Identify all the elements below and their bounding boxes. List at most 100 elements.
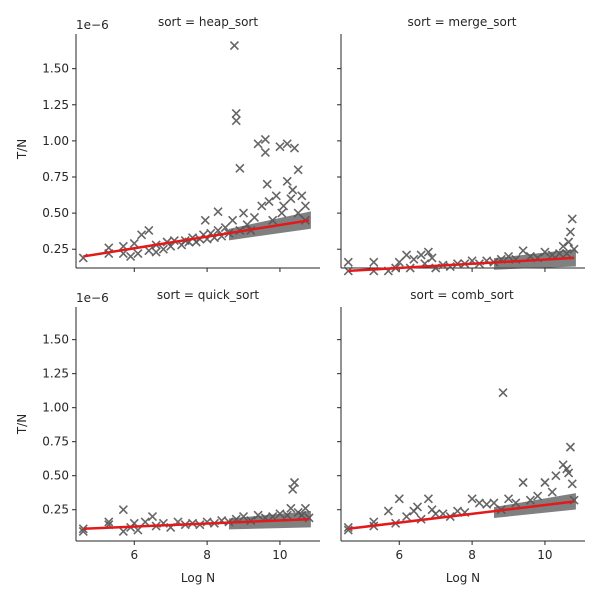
scatter-point [401,511,412,522]
scatter-point [262,179,272,189]
scatter-point [394,257,404,267]
regression-line [83,517,310,531]
scatter-point [300,201,310,211]
scatter-point [129,238,139,249]
scatter-point [104,517,114,527]
y-tick-label: 1.25 [42,367,69,381]
scatter-point [423,247,433,257]
scatter-point [151,247,161,257]
scatter-point [235,163,245,173]
scatter-point [282,176,292,186]
scatter-point [264,196,274,207]
scatter-point [482,499,492,509]
panel-comb-sort: sort = comb_sort Log N 6 8 10 [337,288,585,585]
scatter-point [343,522,353,532]
panel-title: sort = quick_sort [157,288,260,302]
y-axis-label: T/N [15,414,29,435]
scatter-point [275,142,285,152]
x-tick-label: 8 [468,548,476,562]
y-tick-label: 0.25 [42,242,69,256]
scatter-point [467,494,477,504]
y-tick-label: 1.50 [42,333,69,347]
panel-merge-sort: sort = merge_sort [337,15,585,276]
y-tick-label: 0.25 [42,503,69,517]
scatter-point [253,139,263,149]
scatter-point [213,207,223,217]
scatter-point [567,214,577,224]
scatter-point [231,108,241,119]
x-axis-label: Log N [446,571,480,585]
scatter-point [431,509,441,519]
scatter-point [551,471,561,481]
panel-title: sort = merge_sort [408,15,517,29]
y-offset-text: 1e−6 [76,18,109,32]
scatter-point [279,201,289,211]
y-tick-label: 0.75 [42,170,69,184]
scatter-point [277,208,287,218]
y-tick-label: 0.75 [42,435,69,449]
scatter-point [118,505,128,515]
scatter-point [540,477,550,488]
x-tick-label: 10 [537,548,552,562]
scatter-point [547,487,557,497]
scatter-point [260,134,270,145]
scatter-point [126,251,136,262]
scatter-point [257,201,267,211]
scatter-point [533,491,543,501]
scatter-point [260,147,270,158]
scatter-point [133,248,143,259]
scatter-point [503,494,514,504]
scatter-point [518,477,528,488]
y-tick-label: 0.50 [42,469,69,483]
scatter-point [147,511,158,522]
scatter-point [489,498,499,508]
scatter-point [220,222,230,233]
x-tick-label: 6 [130,548,138,562]
y-offset-text: 1e−6 [76,291,109,305]
scatter-point [394,494,404,504]
scatter-point [288,484,298,494]
y-tick-label: 0.50 [42,206,69,220]
scatter-point [238,208,249,218]
scatter-point [158,244,168,254]
scatter-point [564,468,574,478]
y-tick-label: 1.25 [42,98,69,112]
scatter-point [474,498,484,508]
scatter-point [427,253,437,263]
scatter-point [565,227,575,237]
panel-quick-sort: sort = quick_sort 1e−6 T/N Log N 0.25 0.5… [15,288,320,585]
regression-line [83,219,310,258]
scatter-point [200,215,210,225]
scatter-point [423,494,433,504]
scatter-point [567,479,577,489]
scatter-point [564,237,574,247]
scatter-point [282,139,292,149]
scatter-point [412,502,423,512]
scatter-point [518,246,528,256]
y-tick-label: 1.50 [42,62,69,76]
scatter-point [288,185,298,195]
scatter-point [343,257,353,267]
scatter-point [293,165,303,175]
scatter-point [144,225,154,236]
scatter-point [452,506,463,516]
scatter-point [228,215,238,225]
y-tick-label: 1.00 [42,401,69,415]
scatter-point [297,191,307,201]
x-axis-label: Log N [181,571,215,585]
regression-line [348,500,575,530]
scatter-point [249,212,260,223]
scatter-point [289,477,300,488]
scatter-point [416,250,426,260]
panel-title: sort = comb_sort [410,288,514,302]
scatter-point [286,503,296,513]
scatter-point [231,116,241,126]
panel-heap-sort: sort = heap_sort 1e−6 T/N 0.25 0.50 0.75 1.… [15,15,320,272]
scatter-point [565,442,575,452]
scatter-point [383,506,393,516]
regression-line [348,256,575,273]
scatter-point [401,250,412,260]
scatter-point [229,40,239,51]
panel-title: sort = heap_sort [158,15,258,29]
